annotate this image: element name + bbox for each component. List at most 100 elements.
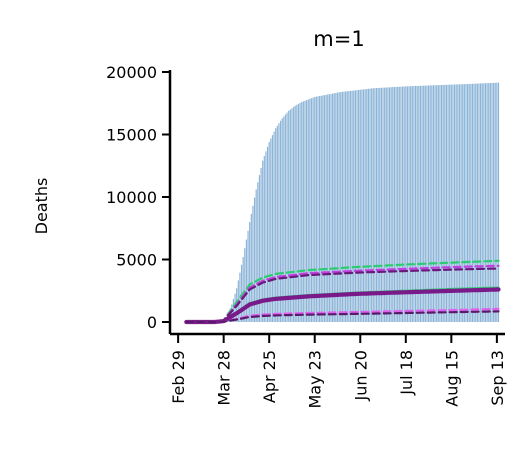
bar — [450, 84, 452, 322]
bar — [250, 213, 252, 322]
bar — [257, 182, 259, 322]
bar — [258, 175, 261, 322]
series-line-4 — [184, 287, 501, 325]
bar — [470, 83, 472, 322]
bar — [262, 160, 264, 322]
bar — [475, 83, 477, 322]
bar — [296, 104, 298, 322]
y-tick-label: 5000 — [116, 251, 157, 270]
bar — [452, 84, 454, 322]
bar — [496, 82, 498, 322]
bar — [338, 92, 340, 322]
bar — [481, 83, 483, 322]
bar — [336, 92, 339, 322]
y-tick-label: 0 — [147, 313, 157, 332]
x-tick-label: Feb 29 — [169, 350, 188, 404]
bar — [388, 87, 391, 322]
bar — [288, 110, 290, 322]
bar — [325, 94, 327, 322]
bar — [327, 94, 329, 322]
bar — [385, 87, 387, 322]
bar — [403, 86, 405, 322]
bar — [301, 102, 303, 322]
series-line-0 — [185, 259, 500, 324]
bar — [468, 83, 470, 322]
x-tick-label: Jul 18 — [397, 350, 416, 396]
bar — [341, 91, 343, 322]
axes — [168, 70, 505, 336]
bar — [442, 84, 444, 322]
bar — [322, 95, 324, 322]
bar — [364, 89, 366, 322]
bar — [413, 86, 415, 322]
bar — [426, 85, 428, 322]
bar — [484, 83, 487, 323]
bar — [266, 146, 269, 322]
bar — [361, 89, 363, 322]
bar — [291, 108, 293, 322]
bar — [432, 85, 435, 322]
bar — [345, 91, 347, 322]
bar — [405, 86, 407, 322]
bar — [268, 142, 270, 322]
bar — [240, 264, 243, 322]
bar — [372, 88, 374, 322]
bar — [455, 84, 457, 322]
y-tick-label: 10000 — [106, 188, 157, 207]
bar — [411, 86, 413, 322]
bar — [473, 83, 475, 323]
bar — [421, 85, 423, 322]
bar — [488, 83, 490, 322]
bar — [276, 125, 278, 322]
bar — [245, 239, 248, 322]
bar — [471, 83, 474, 322]
bar — [332, 93, 334, 322]
bar — [439, 85, 441, 322]
bar — [358, 89, 360, 322]
chart-title: m=1 — [313, 27, 364, 51]
bar — [247, 230, 249, 322]
bar — [375, 88, 378, 322]
bar — [319, 96, 321, 322]
bar — [310, 98, 313, 322]
bar — [244, 248, 246, 322]
x-tick-label: Apr 25 — [260, 350, 279, 403]
bar — [263, 156, 265, 322]
bar — [392, 87, 394, 322]
bar — [453, 84, 456, 322]
bar — [343, 91, 345, 322]
bar — [340, 92, 342, 322]
bar — [493, 82, 495, 323]
x-tick-label: May 23 — [306, 350, 325, 409]
bar — [253, 197, 256, 322]
x-tick-label: Aug 15 — [442, 350, 461, 407]
bar — [283, 116, 285, 322]
bar — [497, 82, 500, 322]
bar — [271, 135, 274, 322]
y-tick-label: 20000 — [106, 63, 157, 82]
series-line-2 — [185, 267, 500, 324]
bar — [292, 107, 295, 322]
bar — [418, 85, 420, 322]
y-tick-label: 15000 — [106, 126, 157, 145]
bar — [317, 96, 319, 322]
x-tick-label: Mar 28 — [215, 350, 234, 406]
bar — [306, 100, 308, 322]
bar — [333, 93, 335, 322]
bar — [353, 90, 355, 322]
series-line-5 — [185, 307, 500, 324]
bar — [315, 96, 317, 322]
y-axis-label: Deaths — [32, 178, 51, 235]
bar — [249, 222, 251, 322]
y-ticks: 0 5000 10000 15000 20000 — [106, 63, 170, 332]
bar — [289, 109, 291, 322]
bar — [423, 85, 425, 322]
bar — [431, 85, 433, 322]
bar — [349, 90, 352, 322]
bar — [390, 87, 392, 322]
bar — [366, 89, 368, 322]
bar — [302, 101, 304, 322]
bar — [491, 82, 493, 322]
bar — [437, 85, 439, 322]
